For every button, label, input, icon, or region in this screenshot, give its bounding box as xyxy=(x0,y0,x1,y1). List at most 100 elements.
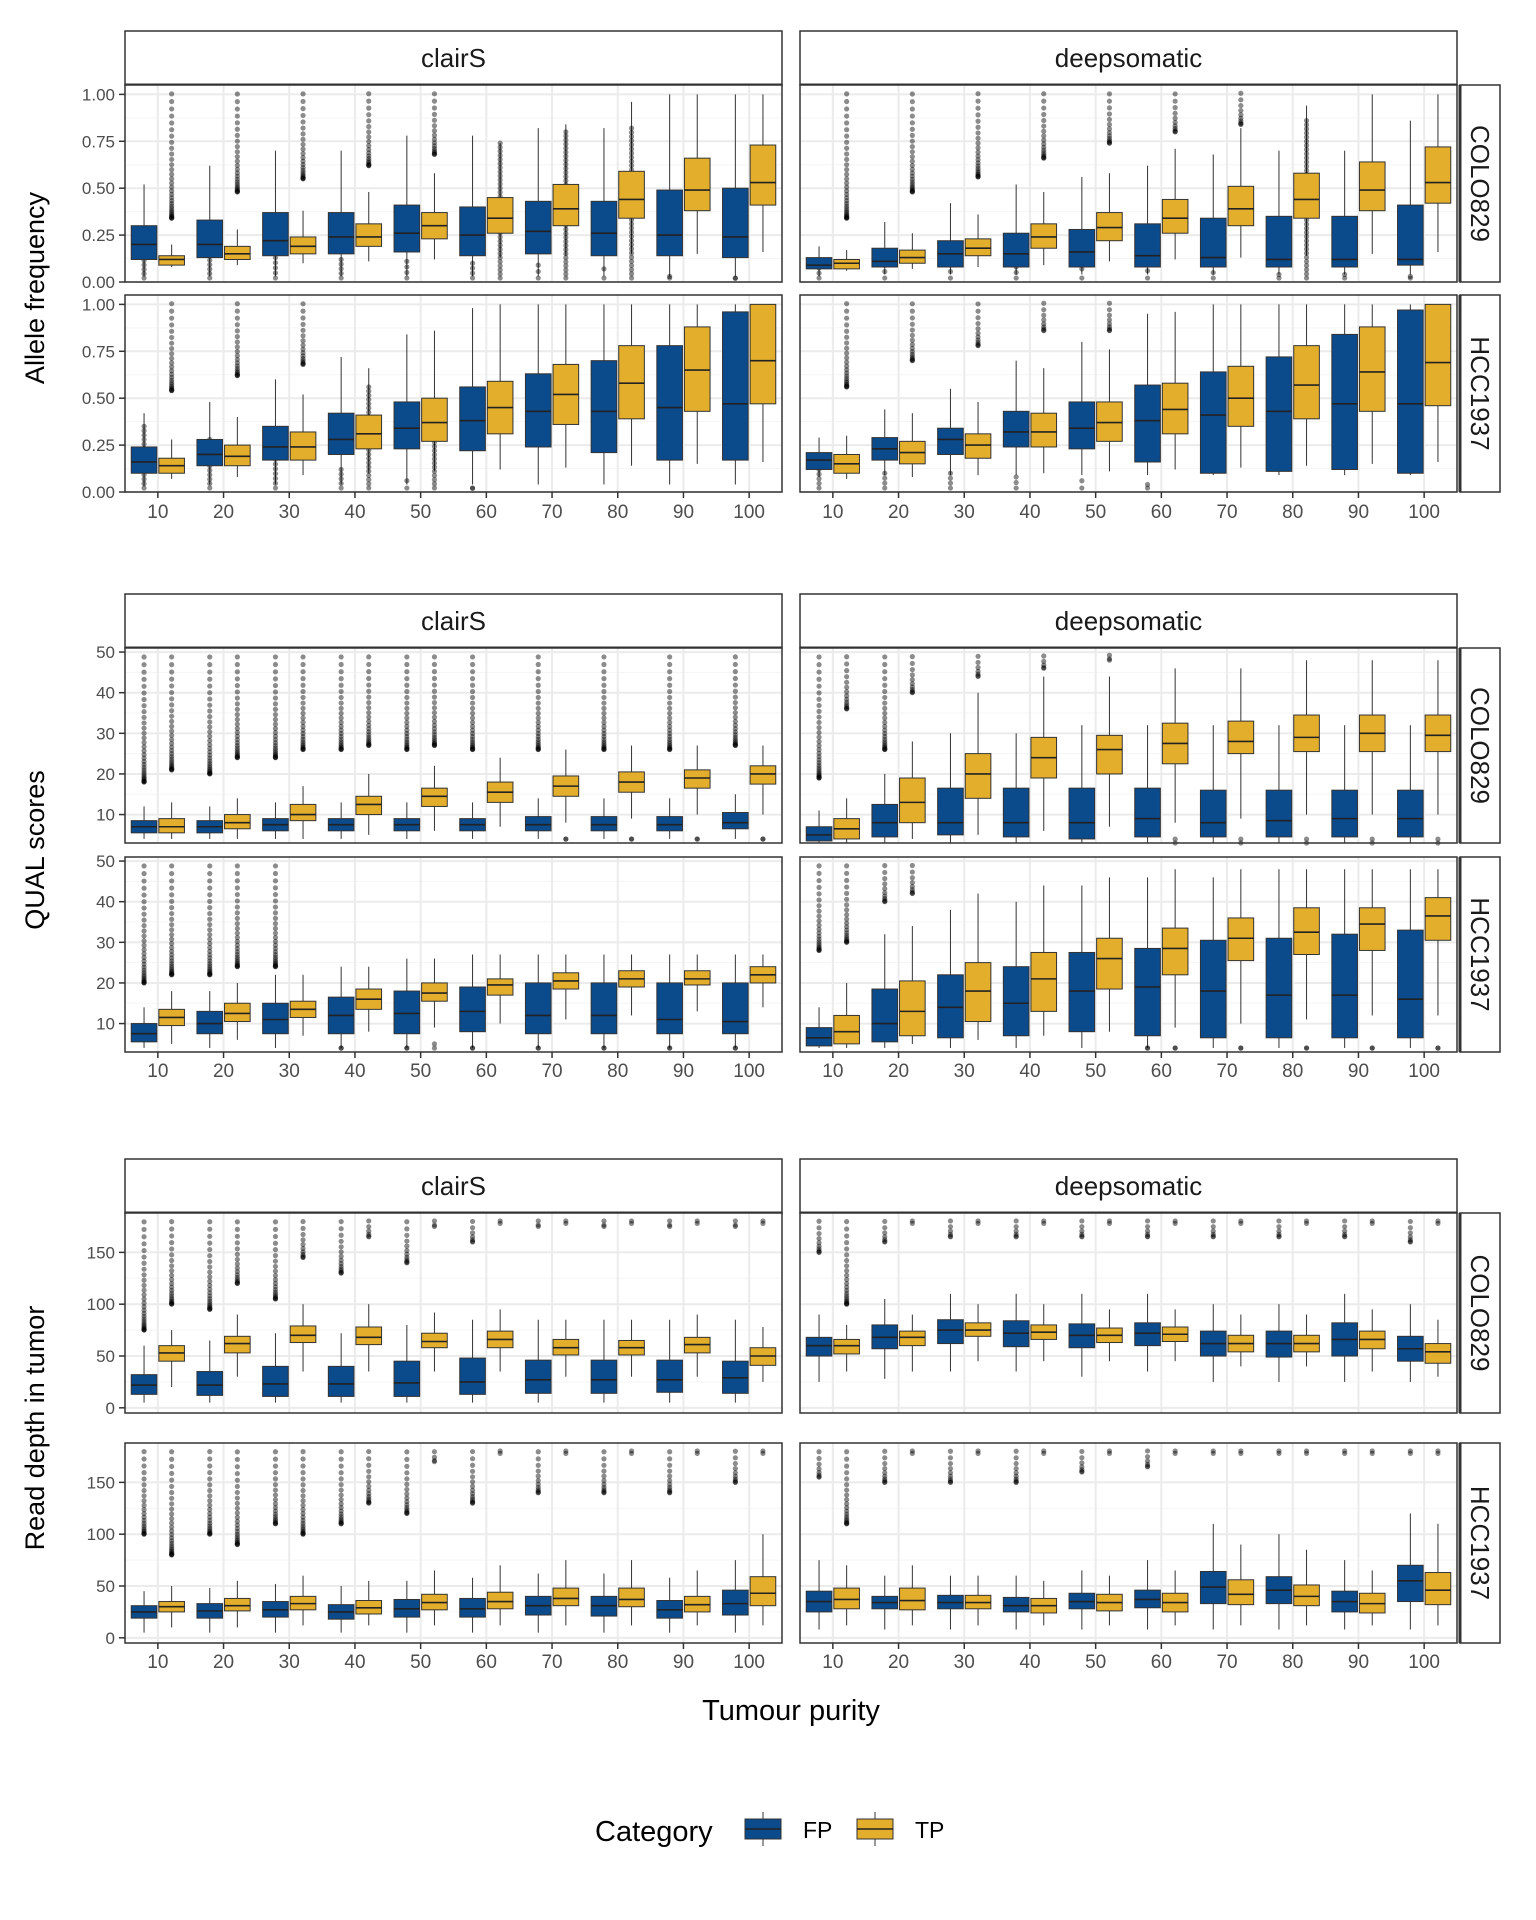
outlier-point xyxy=(272,1258,279,1264)
outlier-point xyxy=(469,661,476,668)
outlier-point xyxy=(975,1448,981,1454)
outlier-point xyxy=(947,1234,954,1240)
outlier-point xyxy=(431,481,438,487)
outlier-point xyxy=(844,884,850,890)
outlier-point xyxy=(469,688,476,695)
outlier-point xyxy=(816,765,822,771)
outlier-point xyxy=(169,213,175,219)
outlier-point xyxy=(882,715,888,721)
box-body xyxy=(355,223,383,247)
outlier-point xyxy=(404,710,410,716)
outlier-point xyxy=(431,1223,438,1230)
outlier-point xyxy=(844,938,850,945)
outlier-point xyxy=(844,705,850,711)
outlier-point xyxy=(141,1531,147,1537)
outlier-point xyxy=(601,736,607,742)
outlier-point xyxy=(469,694,476,701)
outlier-point xyxy=(1041,664,1047,671)
outlier-point xyxy=(563,153,569,159)
box-body xyxy=(1358,161,1386,212)
x-tick-label: 50 xyxy=(410,1061,431,1082)
box-tp-10 xyxy=(833,863,860,1048)
outlier-point xyxy=(234,1531,240,1537)
outlier-point xyxy=(169,1257,175,1264)
outlier-point xyxy=(234,952,240,958)
outlier-point xyxy=(207,729,213,735)
outlier-point xyxy=(1013,1479,1019,1485)
outlier-point xyxy=(169,1300,175,1306)
outlier-point xyxy=(732,669,738,675)
outlier-point xyxy=(469,682,476,688)
outlier-point xyxy=(1407,1239,1413,1245)
box-body xyxy=(964,962,992,1023)
box-fp-70 xyxy=(1199,1448,1227,1630)
box-body xyxy=(1265,356,1293,472)
outlier-point xyxy=(667,744,673,750)
outlier-point xyxy=(366,738,372,744)
outlier-point xyxy=(272,1511,279,1517)
outlier-point xyxy=(1210,1224,1216,1230)
outlier-point xyxy=(628,129,635,135)
box-fp-20 xyxy=(871,863,899,1048)
outlier-point xyxy=(300,746,306,752)
outlier-point xyxy=(844,1497,850,1503)
box-body xyxy=(899,1330,926,1347)
y-tick-label: 150 xyxy=(87,1243,115,1262)
outlier-point xyxy=(535,727,541,733)
outlier-point xyxy=(732,682,738,688)
box-tp-40 xyxy=(1030,1218,1058,1362)
outlier-point xyxy=(535,710,541,716)
outlier-point xyxy=(300,745,306,751)
box-fp-100 xyxy=(722,654,749,839)
outlier-point xyxy=(909,660,915,667)
box-body xyxy=(749,1576,777,1607)
outlier-point xyxy=(844,1287,850,1293)
outlier-point xyxy=(169,1301,175,1307)
outlier-point xyxy=(909,91,915,97)
outlier-point xyxy=(272,749,279,755)
outlier-point xyxy=(1210,1233,1216,1239)
outlier-point xyxy=(844,328,850,334)
box-body xyxy=(1134,223,1161,268)
outlier-point xyxy=(169,948,175,954)
outlier-point xyxy=(141,928,147,934)
outlier-point xyxy=(141,275,147,281)
box-tp-50 xyxy=(1096,1218,1123,1362)
outlier-point xyxy=(169,910,175,917)
outlier-point xyxy=(169,763,175,770)
outlier-point xyxy=(366,741,372,747)
legend-title: Category xyxy=(595,1816,713,1848)
outlier-point xyxy=(141,1498,147,1504)
outlier-point xyxy=(169,1552,175,1558)
outlier-point xyxy=(601,746,607,753)
outlier-point xyxy=(366,98,372,104)
box-tp-40 xyxy=(355,966,383,1032)
outlier-point xyxy=(207,755,213,761)
outlier-point xyxy=(816,1246,822,1252)
outlier-point xyxy=(1041,324,1047,330)
outlier-point xyxy=(1238,1045,1244,1051)
outlier-point xyxy=(975,1450,981,1456)
x-tick-label: 50 xyxy=(410,1652,431,1673)
outlier-point xyxy=(169,1552,175,1558)
box-tp-20 xyxy=(899,862,926,1044)
x-tick-label: 100 xyxy=(1408,502,1440,523)
outlier-point xyxy=(909,170,915,176)
outlier-point xyxy=(760,1448,766,1454)
outlier-point xyxy=(234,339,240,345)
outlier-point xyxy=(882,881,888,887)
x-tick-label: 40 xyxy=(344,1061,365,1082)
outlier-point xyxy=(272,1296,279,1302)
outlier-point xyxy=(816,719,822,726)
outlier-point xyxy=(975,668,981,675)
outlier-point xyxy=(272,689,279,695)
outlier-point xyxy=(207,1302,213,1308)
outlier-point xyxy=(300,1527,306,1533)
outlier-point xyxy=(601,1462,607,1468)
outlier-point xyxy=(1238,836,1244,842)
outlier-point xyxy=(1144,1461,1151,1467)
box-fp-90 xyxy=(1331,1218,1358,1382)
outlier-point xyxy=(1172,98,1178,104)
outlier-point xyxy=(169,1528,175,1534)
panel-background xyxy=(800,1213,1457,1413)
